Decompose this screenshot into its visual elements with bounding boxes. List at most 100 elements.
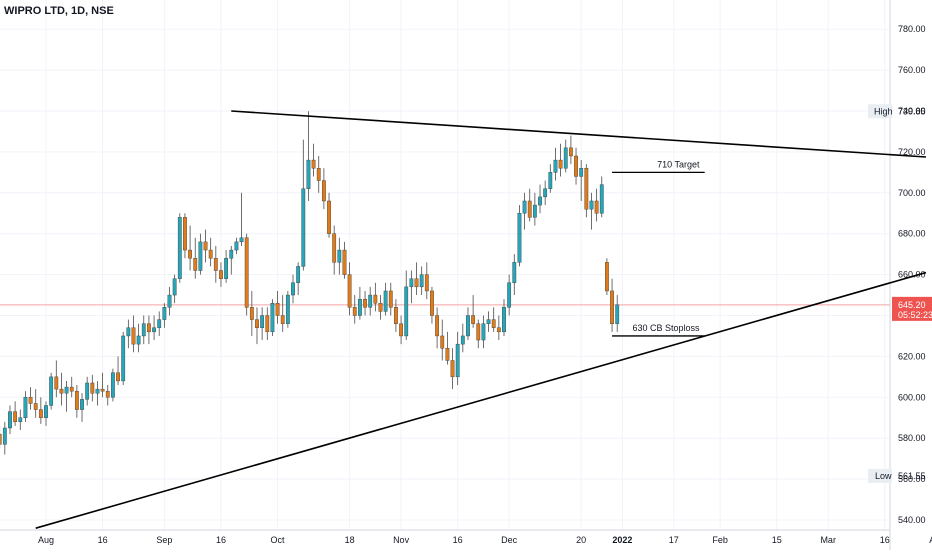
x-tick-label: 16 bbox=[880, 535, 890, 545]
last-price-badge bbox=[892, 296, 932, 321]
candle-body bbox=[116, 372, 120, 382]
candle-body bbox=[594, 200, 599, 214]
candle-body bbox=[162, 307, 167, 320]
trendline bbox=[35, 271, 927, 529]
candle-body bbox=[193, 258, 198, 271]
countdown-value: 05:52:23 bbox=[898, 310, 932, 320]
candle-body bbox=[568, 147, 573, 157]
candle-body bbox=[33, 403, 38, 410]
y-tick-label: 660.00 bbox=[898, 270, 926, 280]
candle-body bbox=[80, 399, 84, 410]
candle-body bbox=[0, 433, 2, 445]
candle-body bbox=[8, 411, 12, 429]
candle-body bbox=[378, 303, 383, 312]
y-tick-label: 540.00 bbox=[898, 515, 926, 525]
candle-body bbox=[373, 294, 378, 304]
x-tick-label: Aug bbox=[38, 535, 54, 545]
candle-body bbox=[100, 388, 105, 392]
candle-body bbox=[605, 262, 609, 292]
candle-body bbox=[435, 315, 439, 337]
candle-body bbox=[352, 307, 357, 316]
candle-body bbox=[90, 382, 95, 394]
y-tick-label: 700.00 bbox=[898, 188, 926, 198]
candle-body bbox=[563, 147, 568, 169]
candle-body bbox=[208, 249, 213, 259]
candle-body bbox=[368, 294, 373, 308]
candle-body bbox=[615, 304, 620, 324]
candle-body bbox=[270, 303, 275, 333]
y-tick-label: 720.00 bbox=[898, 147, 926, 157]
candle-body bbox=[172, 278, 177, 296]
y-tick-label: 680.00 bbox=[898, 229, 926, 239]
x-tick-label: 16 bbox=[98, 535, 108, 545]
candle-body bbox=[584, 168, 589, 210]
high-badge bbox=[868, 104, 892, 119]
candle-body bbox=[198, 241, 203, 271]
candle-body bbox=[481, 323, 486, 341]
candle-body bbox=[260, 315, 265, 328]
candle-body bbox=[54, 376, 59, 390]
low-badge bbox=[868, 468, 892, 483]
candle-body bbox=[306, 159, 311, 189]
candle-body bbox=[188, 249, 192, 259]
candle-body bbox=[249, 307, 254, 320]
candle-body bbox=[203, 241, 208, 251]
y-tick-label: 560.00 bbox=[898, 474, 926, 484]
x-tick-label: Feb bbox=[712, 535, 728, 545]
candle-body bbox=[121, 335, 126, 382]
candle-body bbox=[496, 327, 501, 333]
candle-body bbox=[517, 213, 522, 263]
candle-body bbox=[491, 319, 496, 328]
candle-body bbox=[59, 388, 64, 394]
candle-body bbox=[213, 258, 218, 271]
candle-body bbox=[280, 315, 285, 324]
x-tick-label: 16 bbox=[453, 535, 463, 545]
candle-body bbox=[455, 343, 460, 378]
candle-body bbox=[95, 388, 100, 394]
candle-body bbox=[337, 249, 342, 263]
candle-body bbox=[445, 348, 450, 361]
candle-body bbox=[219, 270, 223, 279]
candle-body bbox=[38, 409, 43, 418]
candle-body bbox=[275, 303, 280, 316]
y-tick-label: 620.00 bbox=[898, 351, 926, 361]
chart-title: WIPRO LTD, 1D, NSE bbox=[4, 5, 114, 17]
candle-body bbox=[131, 327, 136, 345]
candle-body bbox=[44, 405, 48, 418]
x-tick-label: 18 bbox=[345, 535, 355, 545]
x-tick-label: 17 bbox=[669, 535, 679, 545]
candle-body bbox=[450, 360, 455, 378]
candle-body bbox=[64, 386, 69, 394]
candle-body bbox=[347, 274, 352, 308]
candle-body bbox=[18, 417, 23, 423]
annotation-label: 710 Target bbox=[657, 159, 700, 169]
candle-body bbox=[558, 159, 563, 169]
low-value: 561.55 bbox=[898, 471, 926, 481]
candle-body bbox=[363, 298, 367, 308]
candle-body bbox=[177, 217, 182, 279]
candle-body bbox=[224, 258, 229, 279]
candle-body bbox=[538, 196, 542, 206]
candle-body bbox=[574, 155, 578, 177]
y-tick-label: 760.00 bbox=[898, 65, 926, 75]
candle-body bbox=[13, 411, 18, 423]
candle-body bbox=[466, 315, 470, 337]
candle-body bbox=[136, 335, 141, 345]
candle-body bbox=[229, 249, 234, 259]
candle-body bbox=[126, 327, 131, 337]
candle-body bbox=[49, 376, 54, 406]
candle-body bbox=[553, 159, 558, 173]
candle-body bbox=[296, 266, 301, 283]
candle-body bbox=[311, 159, 316, 169]
candle-body bbox=[152, 327, 156, 333]
candle-body bbox=[183, 217, 187, 251]
candle-body bbox=[527, 200, 532, 218]
candle-body bbox=[342, 249, 347, 275]
y-tick-label: 780.00 bbox=[898, 24, 926, 34]
candle-body bbox=[471, 315, 476, 324]
candle-body bbox=[440, 335, 445, 349]
candle-body bbox=[265, 315, 270, 333]
candle-body bbox=[414, 278, 419, 288]
